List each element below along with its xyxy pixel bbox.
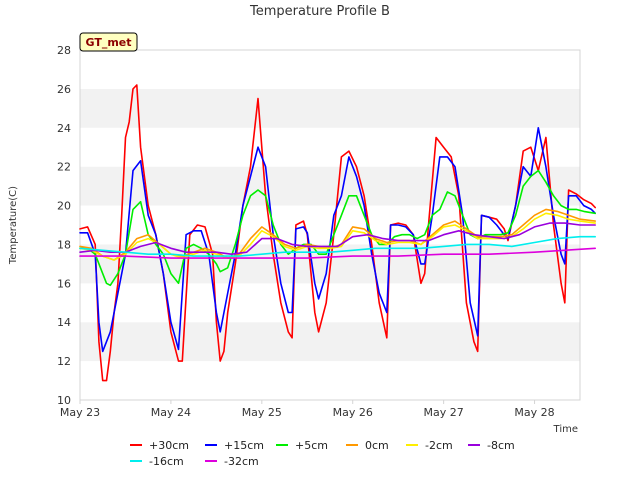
y-tick-label: 18 [57,238,71,251]
grid-band [80,166,580,206]
series-line-16cm [79,235,596,257]
y-tick-label: 24 [57,122,71,135]
legend-label: -8cm [487,439,515,452]
legend-label: +30cm [149,439,189,452]
x-tick-label: May 24 [151,406,191,419]
series-line-5cm [79,169,596,287]
annotation-badge-box [79,32,138,52]
y-tick-label: 10 [57,394,71,407]
x-tick-label: May 25 [242,406,282,419]
legend-label: -2cm [425,439,453,452]
y-tick-label: 22 [57,161,71,174]
legend-item: -32cm [205,455,259,468]
legend-item: -2cm [406,439,453,452]
x-tick-label: May 27 [424,406,464,419]
y-tick-label: 14 [57,316,71,329]
grid-bands [80,50,580,400]
y-tick-label: 26 [57,83,71,96]
x-tick-label: May 26 [333,406,373,419]
legend-item: 0cm [346,439,389,452]
y-tick-label: 12 [57,355,71,368]
x-tick-label: May 28 [514,406,554,419]
legend-item: -16cm [130,455,184,468]
y-tick-label: 16 [57,277,71,290]
annotation-badge-text: GT_met [85,36,131,49]
legend-label: -16cm [149,455,184,468]
grid-band [80,88,580,128]
legend-label: -32cm [224,455,259,468]
grid-band [80,127,580,167]
chart-title: Temperature Profile B [249,4,390,19]
series-line-32cm [79,247,596,259]
y-tick-label: 20 [57,200,71,213]
grid-band [80,283,580,323]
x-axis-label: Time [553,424,578,435]
series-line-8cm [79,222,596,255]
series-line-30cm [79,84,596,382]
y-axis-label: Temperature(C) [8,186,19,265]
x-tick-label: May 23 [60,406,100,419]
legend: +30cm +15cm +5cm 0cm -2cm -8cm -16cm -32cm [130,439,515,468]
legend-item: +15cm [205,439,264,452]
series-layer [79,84,596,382]
x-axis: May 23 May 24 May 25 May 26 May 27 May 28 [60,400,555,419]
y-axis: 10 12 14 16 18 20 22 24 26 28 [57,44,71,407]
y-tick-label: 28 [57,44,71,57]
grid-band [80,322,580,362]
annotation-badge: GT_met [79,32,138,52]
legend-item: +30cm [130,439,189,452]
grid-band [80,50,580,89]
legend-label: +5cm [295,439,328,452]
legend-label: +15cm [224,439,264,452]
legend-label: 0cm [365,439,389,452]
legend-item: -8cm [468,439,515,452]
grid-band [80,361,580,400]
legend-item: +5cm [276,439,328,452]
